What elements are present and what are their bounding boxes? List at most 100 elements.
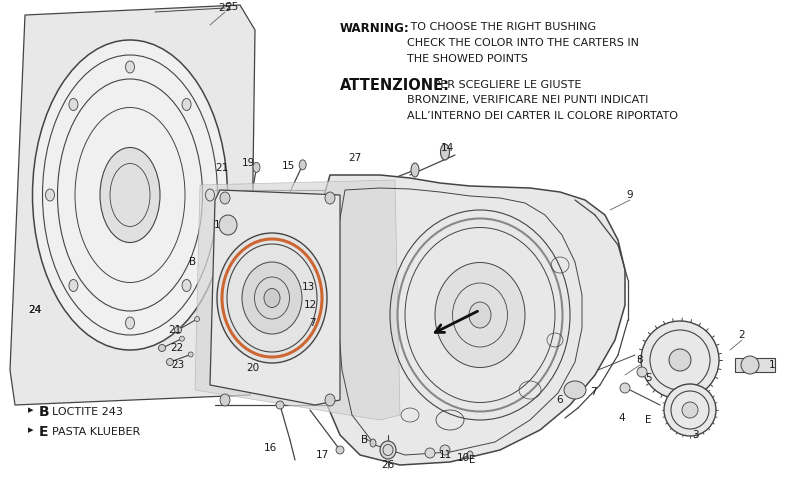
Ellipse shape bbox=[299, 160, 306, 170]
Ellipse shape bbox=[669, 349, 691, 371]
Ellipse shape bbox=[253, 162, 260, 172]
Text: 18: 18 bbox=[214, 220, 226, 230]
Ellipse shape bbox=[126, 317, 134, 329]
Text: WARNING:: WARNING: bbox=[340, 22, 410, 35]
Ellipse shape bbox=[69, 98, 78, 110]
Text: 24: 24 bbox=[28, 305, 42, 315]
Ellipse shape bbox=[100, 147, 160, 243]
Text: 14: 14 bbox=[440, 143, 454, 153]
Text: 8: 8 bbox=[637, 355, 643, 365]
Ellipse shape bbox=[188, 352, 193, 357]
Text: 16: 16 bbox=[263, 443, 277, 453]
Ellipse shape bbox=[741, 356, 759, 374]
Text: 19: 19 bbox=[242, 158, 254, 168]
Ellipse shape bbox=[126, 61, 134, 73]
Text: B: B bbox=[190, 257, 197, 267]
Text: 6: 6 bbox=[557, 395, 563, 405]
Text: 12: 12 bbox=[303, 300, 317, 310]
Text: B: B bbox=[39, 405, 50, 419]
Text: ▸: ▸ bbox=[28, 405, 34, 415]
Ellipse shape bbox=[469, 302, 491, 328]
Ellipse shape bbox=[33, 40, 227, 350]
Polygon shape bbox=[195, 180, 400, 420]
Text: ▸: ▸ bbox=[28, 425, 34, 435]
Ellipse shape bbox=[166, 359, 174, 366]
Text: 5: 5 bbox=[645, 373, 651, 383]
Text: TO CHOOSE THE RIGHT BUSHING: TO CHOOSE THE RIGHT BUSHING bbox=[407, 22, 596, 32]
Ellipse shape bbox=[242, 262, 302, 334]
Text: 24: 24 bbox=[28, 305, 42, 315]
Polygon shape bbox=[210, 190, 340, 405]
Ellipse shape bbox=[220, 394, 230, 406]
Ellipse shape bbox=[194, 317, 199, 321]
Ellipse shape bbox=[620, 383, 630, 393]
Ellipse shape bbox=[664, 384, 716, 436]
Ellipse shape bbox=[174, 326, 182, 334]
Text: PER SCEGLIERE LE GIUSTE: PER SCEGLIERE LE GIUSTE bbox=[430, 80, 582, 90]
Ellipse shape bbox=[46, 189, 54, 201]
Text: 25: 25 bbox=[218, 3, 232, 13]
Ellipse shape bbox=[325, 394, 335, 406]
Ellipse shape bbox=[637, 367, 647, 377]
Ellipse shape bbox=[276, 401, 284, 409]
Text: THE SHOWED POINTS: THE SHOWED POINTS bbox=[407, 54, 528, 64]
Ellipse shape bbox=[370, 439, 376, 447]
Ellipse shape bbox=[179, 336, 185, 341]
Text: 9: 9 bbox=[626, 190, 634, 200]
Ellipse shape bbox=[641, 321, 719, 399]
Ellipse shape bbox=[467, 451, 473, 459]
Ellipse shape bbox=[682, 402, 698, 418]
Text: E: E bbox=[39, 425, 49, 439]
Text: 25: 25 bbox=[226, 2, 238, 12]
Text: 4: 4 bbox=[618, 413, 626, 423]
Text: 21: 21 bbox=[168, 325, 182, 335]
Text: 11: 11 bbox=[438, 450, 452, 460]
Text: 13: 13 bbox=[302, 282, 314, 292]
Text: BRONZINE, VERIFICARE NEI PUNTI INDICATI: BRONZINE, VERIFICARE NEI PUNTI INDICATI bbox=[407, 95, 648, 105]
Ellipse shape bbox=[220, 192, 230, 204]
Ellipse shape bbox=[425, 448, 435, 458]
Ellipse shape bbox=[441, 144, 450, 160]
Ellipse shape bbox=[182, 98, 191, 110]
Text: B: B bbox=[362, 435, 369, 445]
Ellipse shape bbox=[440, 445, 450, 455]
Bar bbox=[735, 358, 775, 372]
Text: 23: 23 bbox=[171, 360, 185, 370]
Text: ATTENZIONE:: ATTENZIONE: bbox=[340, 78, 450, 93]
Ellipse shape bbox=[182, 279, 191, 292]
Ellipse shape bbox=[206, 189, 214, 201]
Ellipse shape bbox=[564, 381, 586, 399]
Ellipse shape bbox=[411, 163, 419, 177]
Ellipse shape bbox=[217, 233, 327, 363]
Polygon shape bbox=[10, 5, 255, 405]
Polygon shape bbox=[315, 175, 625, 465]
Text: 2: 2 bbox=[738, 330, 746, 340]
Ellipse shape bbox=[325, 192, 335, 204]
Text: 15: 15 bbox=[282, 161, 294, 171]
Text: 10: 10 bbox=[457, 453, 470, 463]
Ellipse shape bbox=[69, 279, 78, 292]
Text: 21: 21 bbox=[215, 163, 229, 173]
Text: 20: 20 bbox=[246, 363, 259, 373]
Text: LOCTITE 243: LOCTITE 243 bbox=[52, 407, 123, 417]
Ellipse shape bbox=[336, 446, 344, 454]
Ellipse shape bbox=[264, 289, 280, 308]
Text: CHECK THE COLOR INTO THE CARTERS IN: CHECK THE COLOR INTO THE CARTERS IN bbox=[407, 38, 639, 48]
Text: 7: 7 bbox=[309, 318, 315, 328]
Text: 7: 7 bbox=[590, 387, 596, 397]
Text: E: E bbox=[645, 415, 651, 425]
Text: E: E bbox=[469, 455, 475, 465]
Text: 1: 1 bbox=[769, 360, 775, 370]
Text: 3: 3 bbox=[692, 430, 698, 440]
Text: ALL’INTERNO DEI CARTER IL COLORE RIPORTATO: ALL’INTERNO DEI CARTER IL COLORE RIPORTA… bbox=[407, 111, 678, 121]
Text: 22: 22 bbox=[170, 343, 184, 353]
Text: 26: 26 bbox=[382, 460, 394, 470]
Text: MOTORCYC: MOTORCYC bbox=[405, 288, 546, 308]
Text: PASTA KLUEBER: PASTA KLUEBER bbox=[52, 427, 140, 437]
Text: 17: 17 bbox=[315, 450, 329, 460]
Ellipse shape bbox=[219, 215, 237, 235]
Text: 27: 27 bbox=[348, 153, 362, 163]
Ellipse shape bbox=[380, 441, 396, 459]
Ellipse shape bbox=[435, 263, 525, 368]
Ellipse shape bbox=[158, 344, 166, 351]
